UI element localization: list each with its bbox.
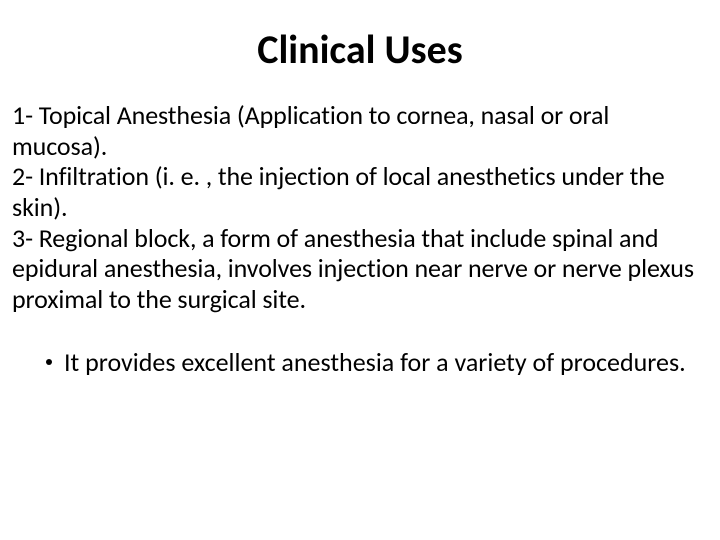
bullet-list: It provides excellent anesthesia for a v… [12,347,708,378]
body-paragraph-1: 1- Topical Anesthesia (Application to co… [12,100,708,161]
body-paragraph-3: 3- Regional block, a form of anesthesia … [12,223,708,315]
bullet-text: It provides excellent anesthesia for a v… [64,347,708,378]
bullet-marker-icon [46,359,52,365]
bullet-item: It provides excellent anesthesia for a v… [46,347,708,378]
slide-container: Clinical Uses 1- Topical Anesthesia (App… [0,0,720,540]
slide-title: Clinical Uses [12,28,708,72]
body-paragraph-2: 2- Infiltration (i. e. , the injection o… [12,161,708,222]
